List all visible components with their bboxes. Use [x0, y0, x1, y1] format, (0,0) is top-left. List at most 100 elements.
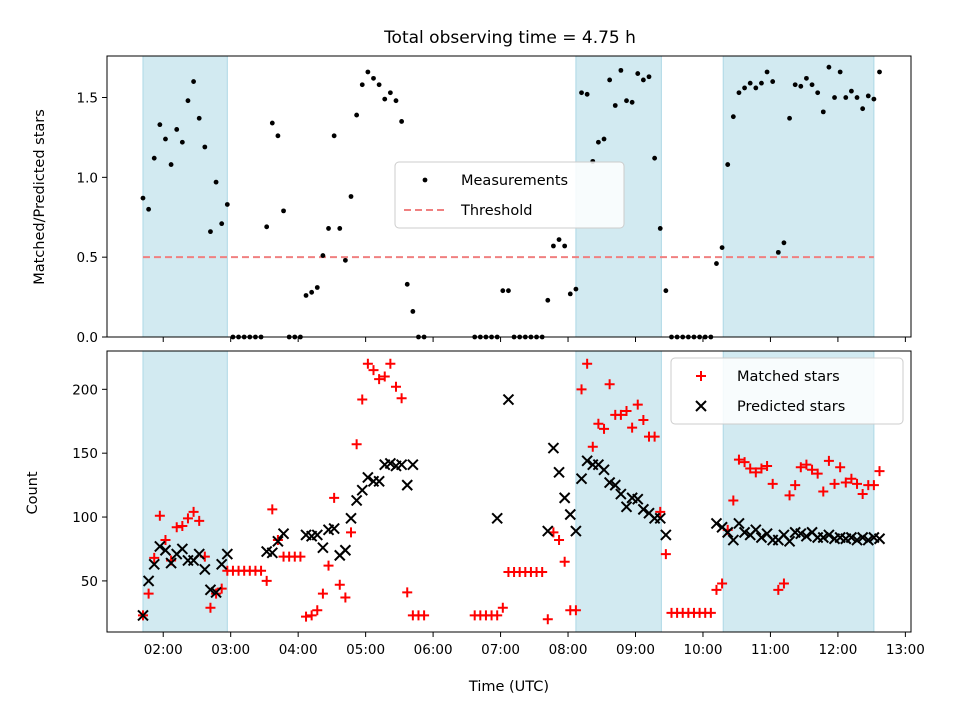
ratio-panel: 0.0 0.5 1.0 1.5 Measurements Threshold	[77, 55, 912, 346]
measurement-point	[567, 291, 573, 297]
y-tick-label: 1.5	[77, 91, 98, 107]
measurement-point	[742, 85, 747, 91]
measurement-point	[815, 90, 821, 96]
measurement-point	[624, 98, 629, 104]
measurement-point	[382, 96, 388, 102]
predicted-point	[221, 548, 234, 560]
matched-point	[340, 592, 351, 603]
matched-point	[750, 467, 761, 478]
measurement-point	[500, 288, 506, 294]
matched-point	[818, 486, 829, 497]
measurement-point	[652, 155, 658, 161]
measurement-point	[185, 98, 191, 104]
matched-point	[374, 374, 385, 385]
measurement-point	[730, 114, 736, 120]
measurement-point	[663, 288, 669, 294]
matched-point	[790, 480, 801, 491]
matched-point	[537, 566, 548, 577]
x-tick-label: 05:00	[346, 642, 385, 658]
matched-point	[604, 379, 615, 390]
matched-point	[655, 506, 666, 517]
predicted-point	[722, 526, 734, 539]
legend-marker-matched	[696, 371, 706, 381]
matched-point	[261, 575, 272, 586]
matched-point	[587, 441, 598, 452]
predicted-point	[553, 466, 565, 479]
matched-point	[492, 610, 503, 621]
predicted-point	[193, 548, 205, 560]
predicted-point	[142, 575, 155, 587]
measurement-point	[303, 293, 309, 298]
predicted-point	[199, 563, 211, 576]
matched-point	[762, 460, 773, 471]
predicted-point	[620, 501, 633, 513]
predicted-point	[632, 493, 644, 505]
matched-point	[149, 552, 160, 563]
measurement-point	[595, 139, 601, 145]
predicted-point	[148, 558, 160, 571]
matched-point	[801, 459, 812, 470]
predicted-point	[570, 525, 582, 537]
predicted-point	[783, 535, 796, 548]
measurement-point	[399, 119, 405, 124]
measurement-point	[331, 133, 337, 139]
measurement-point	[860, 106, 866, 112]
predicted-point	[873, 533, 886, 545]
predicted-point	[204, 584, 217, 596]
y-tick-label: 0.5	[77, 250, 98, 266]
measurement-point	[348, 194, 354, 199]
legend-label: Matched stars	[737, 369, 840, 385]
measurement-point	[826, 64, 832, 70]
matched-point	[767, 478, 778, 489]
predicted-point	[137, 609, 149, 622]
measurement-point	[163, 136, 168, 142]
x-tick-label: 02:00	[144, 642, 183, 658]
matched-point	[784, 490, 795, 501]
measurement-point	[562, 243, 568, 249]
measurement-point	[387, 90, 393, 96]
measurement-point	[404, 281, 410, 287]
predicted-point	[215, 558, 228, 571]
y-tick-label: 200	[72, 382, 98, 398]
measurement-point	[326, 226, 331, 231]
measurement-point	[849, 88, 854, 94]
measurement-point	[837, 69, 843, 75]
ratio-y-axis-label: Matched/Predicted stars	[32, 109, 48, 285]
x-tick-label: 04:00	[279, 642, 318, 658]
chart-title: Total observing time = 4.75 h	[383, 28, 636, 48]
predicted-point	[755, 531, 768, 544]
matched-point	[778, 578, 789, 589]
matched-point	[497, 602, 508, 613]
matched-point	[795, 462, 806, 473]
measurement-point	[179, 139, 185, 145]
matched-point	[627, 422, 638, 433]
measurement-point	[725, 162, 731, 167]
measurement-point	[736, 90, 742, 96]
matched-point	[649, 431, 660, 442]
measurement-point	[877, 69, 882, 75]
matched-point	[615, 409, 626, 420]
matched-point	[301, 611, 312, 622]
predicted-point	[615, 488, 627, 500]
matched-point	[835, 462, 846, 473]
predicted-point	[564, 508, 576, 521]
predicted-point	[176, 543, 189, 555]
matched-point	[599, 423, 610, 434]
matched-point	[312, 605, 323, 616]
predicted-point	[345, 512, 357, 525]
measurement-point	[157, 122, 163, 128]
predicted-point	[401, 479, 413, 491]
predicted-point	[750, 524, 762, 536]
matched-point	[306, 610, 317, 621]
x-tick-label: 13:00	[886, 642, 925, 658]
measurement-point	[764, 69, 770, 75]
matched-point	[216, 583, 227, 594]
measurement-point	[393, 98, 399, 104]
measurement-point	[314, 285, 320, 290]
matched-point	[773, 584, 784, 595]
x-tick-label: 06:00	[414, 642, 453, 658]
legend-box	[670, 357, 904, 425]
measurement-point	[202, 144, 208, 150]
matched-point	[177, 520, 188, 531]
measurement-point	[820, 109, 826, 115]
